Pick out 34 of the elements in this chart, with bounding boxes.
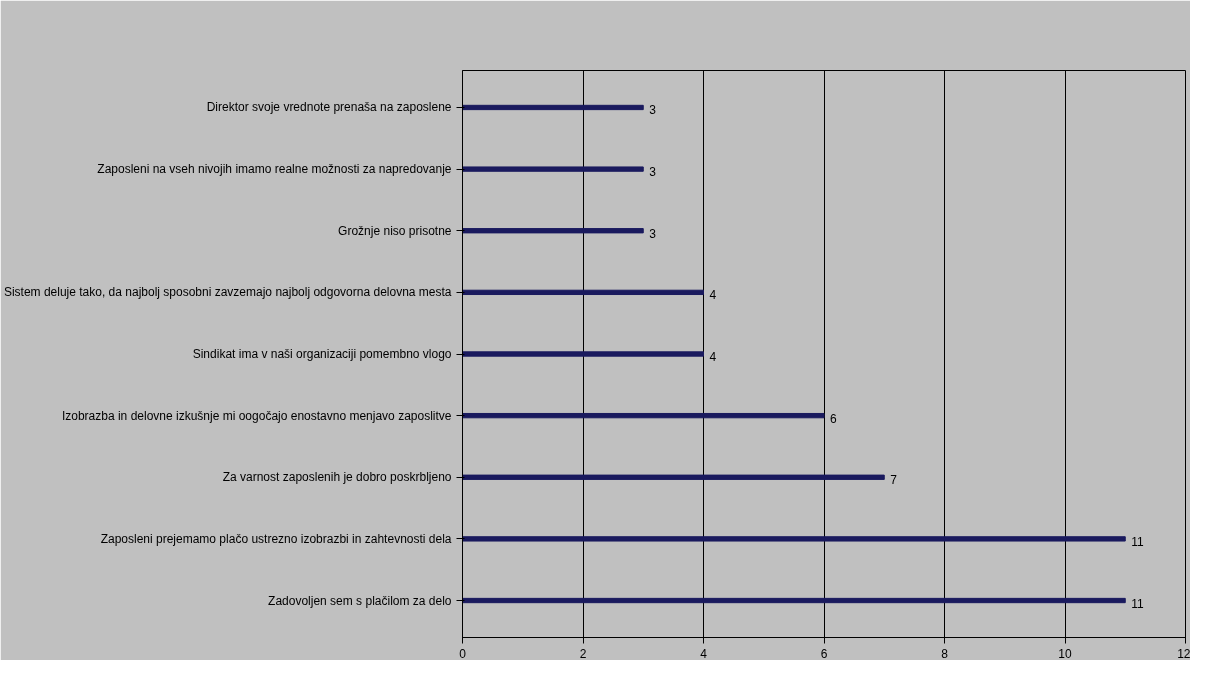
x-tick-label: 8 [941, 646, 949, 661]
x-tick-label: 2 [579, 646, 587, 661]
bar [462, 474, 885, 480]
x-tick-label: 10 [1058, 646, 1072, 661]
data-label: 3 [649, 165, 657, 180]
data-label: 4 [709, 288, 717, 303]
x-tick-label: 6 [820, 646, 828, 661]
data-label: 4 [709, 350, 717, 364]
bar [462, 351, 704, 357]
y-tick-label: Za varnost zaposlenih je dobro poskrbljeno [222, 470, 452, 485]
data-label: 6 [830, 411, 837, 426]
y-tick-label: Grožnje niso prisotne [338, 223, 452, 238]
bar [462, 412, 825, 419]
y-tick-label: Sistem deluje tako, da najbolj sposobni zavzemajo najbolj odgovorna delovna mesta [3, 285, 452, 300]
y-tick-label: Direktor svoje vrednote prenaša na zaposlene [206, 100, 452, 115]
data-label: 11 [1131, 596, 1145, 611]
x-tick-label: 0 [459, 646, 467, 661]
bar [462, 536, 1126, 542]
y-tick-label: Izobrazba in delovne izkušnje mi oogočajo enostavno menjavo zaposlitve [61, 408, 452, 423]
bar [462, 166, 644, 172]
data-label: 11 [1131, 534, 1145, 549]
data-label: 3 [649, 226, 657, 241]
x-tick-label: 4 [700, 646, 708, 661]
x-tick-label: 12 [1177, 646, 1191, 661]
bar [462, 597, 1126, 604]
bar [462, 289, 704, 296]
y-tick-label: Zaposleni na vseh nivojih imamo realne možnosti za napredovanje [97, 162, 452, 177]
data-label: 3 [649, 103, 657, 118]
y-tick-label: Zadovoljen sem s plačilom za delo [268, 593, 452, 608]
y-tick-label: Zaposleni prejemamo plačo ustrezno izobrazbi in zahtevnosti dela [100, 531, 452, 546]
bar [462, 228, 644, 234]
data-label: 7 [890, 473, 898, 488]
bar [462, 104, 644, 111]
y-tick-label: Sindikat ima v naši organizaciji pomembno vlogo [192, 347, 452, 361]
